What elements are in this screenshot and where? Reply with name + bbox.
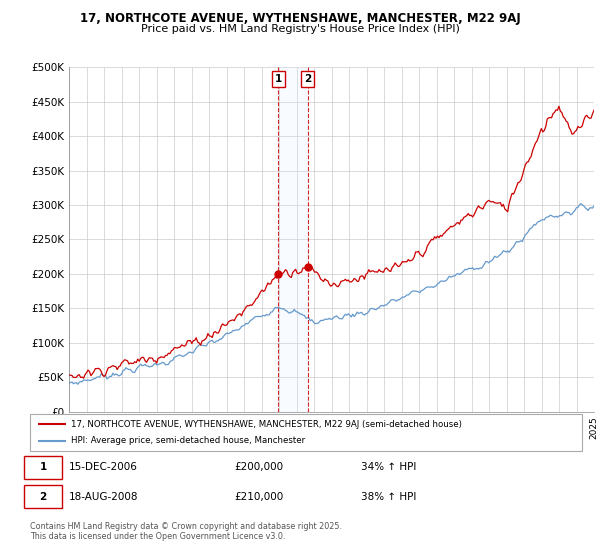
- FancyBboxPatch shape: [25, 455, 62, 479]
- FancyBboxPatch shape: [25, 485, 62, 508]
- Text: £210,000: £210,000: [234, 492, 283, 502]
- Text: Contains HM Land Registry data © Crown copyright and database right 2025.
This d: Contains HM Land Registry data © Crown c…: [30, 522, 342, 542]
- Text: Price paid vs. HM Land Registry's House Price Index (HPI): Price paid vs. HM Land Registry's House …: [140, 24, 460, 34]
- Text: 1: 1: [40, 462, 47, 472]
- Bar: [278, 67, 308, 412]
- Text: £200,000: £200,000: [234, 462, 283, 472]
- Text: 15-DEC-2006: 15-DEC-2006: [68, 462, 137, 472]
- Text: HPI: Average price, semi-detached house, Manchester: HPI: Average price, semi-detached house,…: [71, 436, 305, 445]
- Text: 34% ↑ HPI: 34% ↑ HPI: [361, 462, 416, 472]
- Text: 17, NORTHCOTE AVENUE, WYTHENSHAWE, MANCHESTER, M22 9AJ (semi-detached house): 17, NORTHCOTE AVENUE, WYTHENSHAWE, MANCH…: [71, 420, 462, 429]
- Text: 17, NORTHCOTE AVENUE, WYTHENSHAWE, MANCHESTER, M22 9AJ: 17, NORTHCOTE AVENUE, WYTHENSHAWE, MANCH…: [80, 12, 520, 25]
- Text: 18-AUG-2008: 18-AUG-2008: [68, 492, 138, 502]
- Text: 2: 2: [40, 492, 47, 502]
- Text: 1: 1: [275, 74, 282, 84]
- Text: 38% ↑ HPI: 38% ↑ HPI: [361, 492, 416, 502]
- Text: 2: 2: [304, 74, 311, 84]
